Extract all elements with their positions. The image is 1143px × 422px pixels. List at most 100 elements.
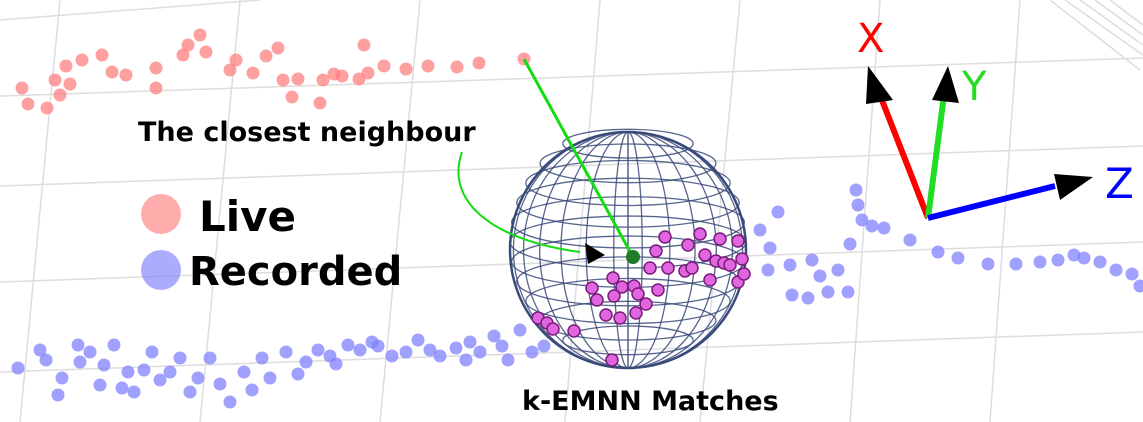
recorded-point bbox=[801, 291, 815, 305]
recorded-point bbox=[173, 351, 187, 365]
recorded-point bbox=[299, 355, 313, 369]
recorded-point bbox=[1033, 255, 1047, 269]
recorded-point bbox=[1109, 263, 1123, 277]
live-point bbox=[450, 60, 464, 74]
grid-line bbox=[1079, 0, 1143, 46]
recorded-point bbox=[771, 205, 785, 219]
live-point bbox=[149, 81, 163, 95]
match-point bbox=[735, 252, 749, 266]
recorded-point bbox=[163, 365, 177, 379]
recorded-point bbox=[763, 241, 777, 255]
match-point bbox=[703, 273, 717, 287]
match-points bbox=[531, 227, 751, 367]
y-axis-line bbox=[925, 94, 947, 219]
match-point bbox=[681, 238, 695, 252]
recorded-point bbox=[97, 358, 111, 372]
match-point bbox=[615, 280, 629, 294]
z-axis-label: Z bbox=[1105, 159, 1134, 208]
recorded-point bbox=[951, 251, 965, 265]
match-point bbox=[658, 230, 672, 244]
live-point bbox=[259, 49, 273, 63]
recorded-point bbox=[805, 253, 819, 267]
match-point bbox=[693, 227, 707, 241]
match-point bbox=[639, 297, 653, 311]
recorded-point bbox=[877, 221, 891, 235]
recorded-point bbox=[459, 353, 473, 367]
recorded-point bbox=[753, 223, 767, 237]
y-axis-arrowhead bbox=[932, 66, 959, 103]
recorded-point bbox=[371, 339, 385, 353]
z-axis-line bbox=[927, 183, 1056, 221]
match-point bbox=[590, 293, 604, 307]
live-point bbox=[421, 59, 435, 73]
recorded-point bbox=[501, 353, 515, 367]
recorded-point bbox=[51, 388, 65, 402]
recorded-point bbox=[1133, 279, 1143, 293]
match-point bbox=[649, 244, 663, 258]
live-point bbox=[472, 56, 486, 70]
recorded-point bbox=[121, 365, 135, 379]
recorded-point bbox=[537, 339, 551, 353]
grid-line bbox=[0, 145, 1143, 187]
grid-line bbox=[699, 0, 741, 422]
live-point bbox=[95, 48, 109, 62]
recorded-point bbox=[849, 183, 863, 197]
recorded-point bbox=[831, 263, 845, 277]
recorded-point bbox=[525, 345, 539, 359]
recorded-point bbox=[463, 335, 477, 349]
grid-line bbox=[19, 0, 61, 422]
legend-live-swatch bbox=[141, 194, 181, 234]
live-point bbox=[313, 96, 327, 110]
recorded-point bbox=[843, 237, 857, 251]
live-point bbox=[223, 63, 237, 77]
recorded-point bbox=[865, 219, 879, 233]
grid-line bbox=[849, 0, 881, 422]
live-point bbox=[316, 73, 330, 87]
recorded-point bbox=[1009, 257, 1023, 271]
recorded-point bbox=[83, 345, 97, 359]
recorded-point bbox=[981, 257, 995, 271]
live-point bbox=[246, 66, 260, 80]
recorded-point bbox=[73, 355, 87, 369]
live-points bbox=[15, 28, 531, 115]
recorded-point bbox=[107, 338, 121, 352]
recorded-point bbox=[449, 341, 463, 355]
recorded-point bbox=[821, 285, 835, 299]
recorded-point bbox=[55, 371, 69, 385]
live-point bbox=[361, 66, 375, 80]
recorded-point bbox=[851, 198, 865, 212]
live-point bbox=[15, 81, 29, 95]
recorded-point bbox=[279, 345, 293, 359]
recorded-point bbox=[813, 269, 827, 283]
recorded-point bbox=[931, 245, 945, 259]
recorded-point bbox=[855, 213, 869, 227]
grid-line bbox=[1049, 0, 1141, 71]
recorded-point bbox=[203, 351, 217, 365]
x-axis-line bbox=[875, 88, 931, 220]
recorded-point bbox=[423, 343, 437, 357]
match-point bbox=[567, 324, 581, 338]
x-axis-label: X bbox=[857, 16, 884, 62]
live-point bbox=[399, 62, 413, 76]
match-point bbox=[643, 261, 657, 275]
closest-neighbour-label: The closest neighbour bbox=[138, 117, 476, 148]
match-point bbox=[698, 248, 712, 262]
live-point bbox=[149, 61, 163, 75]
match-point bbox=[585, 281, 599, 295]
live-point bbox=[276, 73, 290, 87]
live-point bbox=[291, 72, 305, 86]
recorded-point bbox=[841, 285, 855, 299]
grid-line bbox=[0, 0, 261, 21]
match-point bbox=[651, 283, 665, 297]
callout-curve bbox=[457, 151, 581, 253]
x-axis-arrowhead bbox=[866, 66, 893, 104]
live-point bbox=[357, 38, 371, 52]
recorded-point bbox=[115, 381, 129, 395]
recorded-point bbox=[1093, 255, 1107, 269]
legend-recorded-label: Recorded bbox=[189, 249, 402, 295]
recorded-point bbox=[11, 361, 25, 375]
neighbour-link-line bbox=[522, 58, 635, 258]
match-point bbox=[723, 258, 737, 272]
grid-line bbox=[379, 0, 421, 422]
live-point bbox=[40, 101, 54, 115]
